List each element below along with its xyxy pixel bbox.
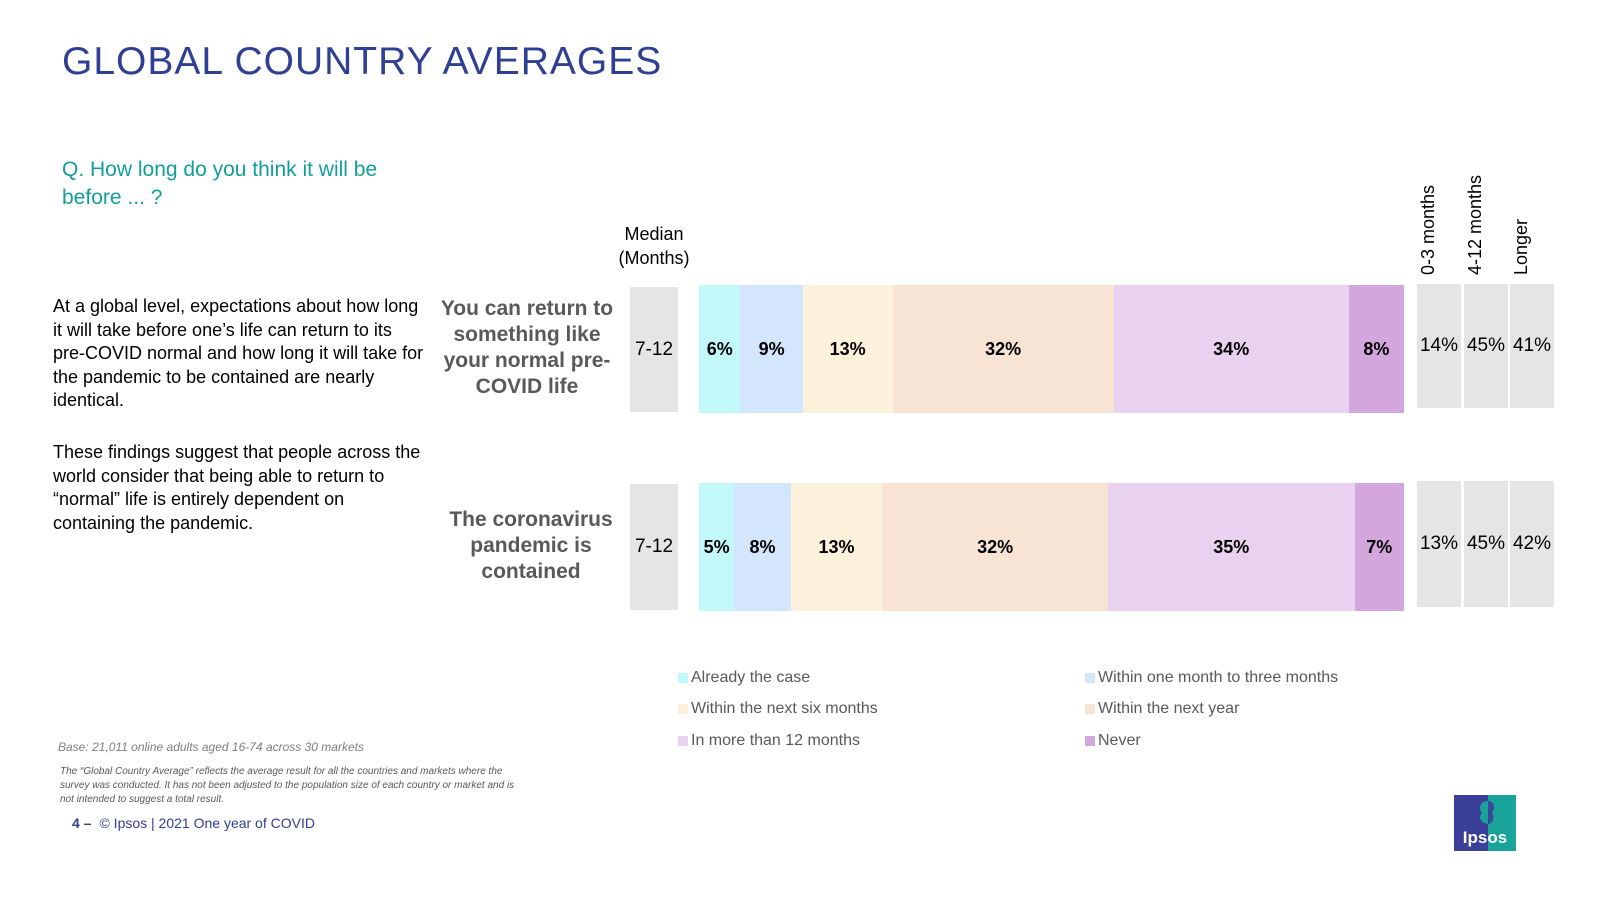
ipsos-logo-icon: Ipsos bbox=[1454, 795, 1516, 851]
survey-question: Q. How long do you think it will be befo… bbox=[62, 158, 378, 209]
data-label: 7% bbox=[1366, 536, 1393, 557]
data-label: 13% bbox=[818, 536, 855, 557]
bar-segment-never-segment: 8% bbox=[1348, 285, 1404, 413]
data-label: 9% bbox=[758, 338, 785, 359]
bar-segment-six-months-segment: 13% bbox=[790, 483, 883, 611]
data-label: 8% bbox=[1363, 338, 1390, 359]
legend-item-more-than-12: In more than 12 months bbox=[678, 732, 860, 750]
summary-header-label: 4-12 months bbox=[1465, 174, 1485, 275]
legend-label: Within the next six months bbox=[691, 700, 878, 717]
median-value: 7-12 bbox=[630, 287, 678, 412]
legend-swatch bbox=[1085, 736, 1095, 746]
median-value: 7-12 bbox=[630, 484, 678, 610]
legend-swatch bbox=[678, 704, 688, 714]
commentary-paragraph-1: At a global level, expectations about ho… bbox=[53, 296, 424, 410]
summary-4-12-value: 45% bbox=[1464, 284, 1508, 408]
bar-segment-one-to-three-segment: 9% bbox=[740, 285, 803, 413]
page-title: GLOBAL COUNTRY AVERAGES bbox=[62, 40, 663, 83]
summary-0-3-value: 13% bbox=[1417, 481, 1461, 607]
legend-item-one-to-three: Within one month to three months bbox=[1085, 669, 1338, 687]
row-label: You can return to something like your no… bbox=[440, 297, 614, 398]
data-label: 8% bbox=[749, 536, 776, 557]
bar-segment-already-segment: 5% bbox=[699, 483, 735, 611]
page-number: 4 – bbox=[72, 815, 92, 831]
legend-item-already: Already the case bbox=[678, 669, 810, 687]
summary-header-4-12: 4-12 months bbox=[1465, 135, 1501, 275]
legend-swatch bbox=[678, 673, 688, 683]
summary-longer-value: 41% bbox=[1510, 284, 1554, 408]
bar-segment-more-than-12-segment: 35% bbox=[1107, 483, 1355, 611]
stacked-bar-row-1: 6% 9% 13% 32% 34% 8% bbox=[699, 285, 1404, 413]
data-label: 32% bbox=[985, 338, 1022, 359]
ipsos-logo-graphic: Ipsos bbox=[1454, 795, 1516, 851]
legend-item-next-year: Within the next year bbox=[1085, 700, 1239, 718]
data-label: 35% bbox=[1213, 536, 1250, 557]
footnote: The “Global Country Average” reflects th… bbox=[60, 766, 515, 805]
legend-item-never: Never bbox=[1085, 732, 1141, 750]
legend-label: Within the next year bbox=[1098, 700, 1240, 717]
legend-label: Within one month to three months bbox=[1098, 669, 1339, 686]
footer-text: © Ipsos | 2021 One year of COVID bbox=[99, 815, 315, 831]
data-label: 34% bbox=[1213, 338, 1250, 359]
bar-segment-next-year-segment: 32% bbox=[892, 285, 1114, 413]
legend-label: Never bbox=[1098, 732, 1141, 749]
legend-item-six-months: Within the next six months bbox=[678, 700, 878, 718]
legend-swatch bbox=[1085, 704, 1095, 714]
median-column-header: Median (Months) bbox=[612, 222, 696, 270]
legend-swatch bbox=[1085, 673, 1095, 683]
data-label: 13% bbox=[829, 338, 866, 359]
data-label: 6% bbox=[706, 338, 733, 359]
summary-longer-value: 42% bbox=[1510, 481, 1554, 607]
summary-4-12-value: 45% bbox=[1464, 481, 1508, 607]
legend-label: In more than 12 months bbox=[691, 732, 860, 749]
summary-0-3-value: 14% bbox=[1417, 284, 1461, 408]
logo-text: Ipsos bbox=[1463, 828, 1507, 847]
legend-label: Already the case bbox=[691, 669, 811, 686]
bar-segment-more-than-12-segment: 34% bbox=[1113, 285, 1349, 413]
commentary-paragraph-2: These findings suggest that people acros… bbox=[53, 442, 421, 533]
summary-header-label: 0-3 months bbox=[1418, 184, 1438, 275]
bar-segment-six-months-segment: 13% bbox=[802, 285, 893, 413]
legend-swatch bbox=[678, 736, 688, 746]
bar-segment-never-segment: 7% bbox=[1354, 483, 1404, 611]
median-header-line2: (Months) bbox=[618, 248, 690, 268]
bar-segment-one-to-three-segment: 8% bbox=[734, 483, 791, 611]
summary-header-0-3: 0-3 months bbox=[1418, 135, 1454, 275]
summary-header-label: Longer bbox=[1511, 218, 1531, 275]
data-label: 32% bbox=[977, 536, 1014, 557]
base-note: Base: 21,011 online adults aged 16-74 ac… bbox=[58, 740, 364, 754]
footer: 4 – © Ipsos | 2021 One year of COVID bbox=[72, 815, 315, 831]
row-label: The coronavirus pandemic is contained bbox=[449, 508, 613, 583]
bar-segment-next-year-segment: 32% bbox=[882, 483, 1108, 611]
median-header-line1: Median bbox=[624, 224, 684, 244]
summary-header-longer: Longer bbox=[1511, 135, 1547, 275]
bar-segment-already-segment: 6% bbox=[699, 285, 741, 413]
stacked-bar-row-2: 5% 8% 13% 32% 35% 7% bbox=[699, 483, 1404, 611]
data-label: 5% bbox=[703, 536, 730, 557]
